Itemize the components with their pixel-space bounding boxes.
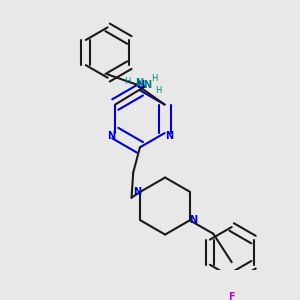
Text: N: N [133,187,141,197]
Text: N: N [143,80,151,90]
Text: N: N [165,130,173,141]
Text: H: H [155,85,161,94]
Text: H: H [151,74,157,83]
Text: F: F [228,292,235,300]
Text: N: N [135,78,143,88]
Text: H: H [124,76,131,85]
Text: N: N [107,130,115,141]
Text: N: N [136,80,144,90]
Text: N: N [189,215,197,225]
